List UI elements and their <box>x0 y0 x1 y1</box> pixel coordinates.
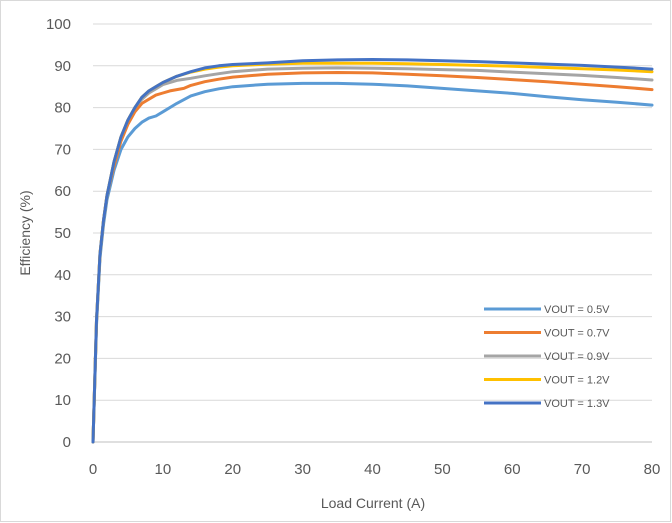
legend: VOUT = 0.5V VOUT = 0.7V VOUT = 0.9V VOUT = … <box>484 304 610 410</box>
y-tick-label: 0 <box>63 434 71 451</box>
legend-label: VOUT = 1.2V <box>544 375 610 387</box>
x-tick-label: 0 <box>89 461 97 478</box>
x-tick-label: 80 <box>644 461 661 478</box>
y-tick-label: 60 <box>54 183 71 200</box>
y-tick-label: 70 <box>54 141 71 158</box>
y-tick-label: 10 <box>54 392 71 409</box>
legend-label: VOUT = 1.3V <box>544 398 610 410</box>
y-tick-label: 40 <box>54 267 71 284</box>
x-tick-label: 10 <box>155 461 172 478</box>
y-tick-label: 100 <box>46 16 71 33</box>
legend-label: VOUT = 0.7V <box>544 328 610 340</box>
y-axis-title: Efficiency (%) <box>17 190 33 275</box>
legend-label: VOUT = 0.5V <box>544 304 610 316</box>
y-tick-label: 50 <box>54 225 71 242</box>
y-tick-label: 30 <box>54 309 71 326</box>
series-line-1 <box>91 81 654 444</box>
gridlines <box>93 23 652 443</box>
legend-label: VOUT = 0.9V <box>544 351 610 363</box>
x-tick-label: 50 <box>434 461 451 478</box>
y-tick-label: 90 <box>54 58 71 75</box>
x-tick-label: 30 <box>294 461 311 478</box>
y-tick-label: 20 <box>54 350 71 367</box>
series-lines <box>91 58 654 444</box>
x-tick-label: 40 <box>364 461 381 478</box>
x-tick-label: 60 <box>504 461 521 478</box>
series-line-5 <box>91 58 654 444</box>
series-line-2 <box>91 71 654 444</box>
x-axis-title: Load Current (A) <box>321 495 425 511</box>
y-tick-labels: 0 10 20 30 40 50 60 70 80 90 100 <box>46 16 71 451</box>
x-tick-label: 20 <box>224 461 241 478</box>
y-tick-label: 80 <box>54 100 71 117</box>
x-tick-labels: 0 10 20 30 40 50 60 70 80 <box>89 461 661 478</box>
x-tick-label: 70 <box>574 461 591 478</box>
